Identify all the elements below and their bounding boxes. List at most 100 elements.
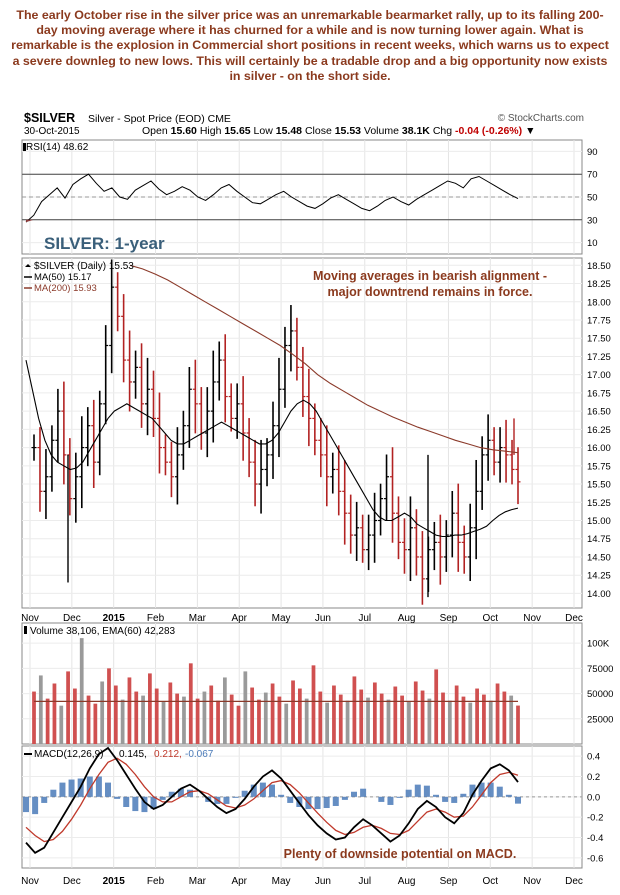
macd-tick-label: -0.4 bbox=[587, 833, 603, 844]
volume-bar bbox=[38, 675, 43, 744]
macd-histogram-bar bbox=[168, 791, 175, 797]
macd-xtick-label: Mar bbox=[189, 876, 207, 887]
volume-bar bbox=[359, 689, 364, 744]
price-legend-main: $SILVER (Daily) 15.53 bbox=[34, 261, 134, 272]
macd-histogram-bar bbox=[59, 782, 66, 797]
price-tick-label: 17.75 bbox=[587, 315, 611, 326]
macd-legend-name: MACD(12,26,9) bbox=[34, 749, 103, 760]
volume-bar bbox=[352, 676, 357, 744]
macd-histogram-bar bbox=[405, 789, 412, 797]
macd-xtick-label: May bbox=[272, 876, 291, 887]
price-xtick-label: Jul bbox=[358, 613, 371, 624]
caret-down-icon[interactable]: ▼ bbox=[525, 125, 536, 137]
macd-histogram-bar bbox=[259, 782, 266, 797]
macd-tick-label: -0.2 bbox=[587, 813, 603, 824]
volume-tick-label: 100K bbox=[587, 639, 610, 650]
macd-histogram-bar bbox=[150, 796, 157, 810]
chg-value: -0.04 (-0.26%) bbox=[455, 125, 523, 137]
volume-bar bbox=[413, 681, 418, 744]
chart-title: SILVER: 1-year bbox=[44, 234, 165, 253]
ma200-legend: MA(200) 15.93 bbox=[34, 283, 97, 294]
price-annotation-line1: Moving averages in bearish alignment - bbox=[313, 269, 547, 283]
panel-frame-price bbox=[21, 257, 583, 609]
volume-bar bbox=[86, 695, 91, 744]
macd-xtick-label: Nov bbox=[21, 876, 39, 887]
volume-bar bbox=[454, 685, 459, 744]
macd-xtick-label: Dec bbox=[565, 876, 583, 887]
rsi-tick-label: 70 bbox=[587, 170, 598, 181]
macd-legend-signal: 0.212, bbox=[154, 749, 182, 760]
price-annotation-line2: major downtrend remains in force. bbox=[328, 285, 533, 299]
price-xtick-label: Sep bbox=[440, 613, 458, 624]
macd-xtick-label: Aug bbox=[398, 876, 416, 887]
macd-histogram-bar bbox=[423, 785, 430, 797]
rsi-tick-label: 50 bbox=[587, 193, 598, 204]
volume-bar bbox=[216, 700, 220, 744]
price-xtick-label: 2015 bbox=[103, 613, 126, 624]
volume-bar bbox=[250, 687, 255, 744]
macd-tick-label: 0.0 bbox=[587, 792, 600, 803]
price-xtick-label: Apr bbox=[231, 613, 247, 624]
macd-histogram-bar bbox=[505, 794, 512, 797]
macd-histogram-bar bbox=[141, 796, 148, 813]
volume-bar bbox=[127, 677, 132, 744]
volume-bar bbox=[73, 688, 77, 744]
price-tick-label: 16.50 bbox=[587, 407, 611, 418]
volume-bar bbox=[229, 694, 234, 744]
copyright-text: © StockCharts.com bbox=[497, 113, 584, 124]
macd-histogram-bar bbox=[105, 782, 111, 797]
low-value: 15.48 bbox=[275, 125, 303, 137]
volume-bar bbox=[495, 683, 500, 744]
volume-bar bbox=[209, 685, 214, 744]
volume-bar bbox=[366, 697, 370, 744]
volume-bar bbox=[59, 705, 64, 744]
macd-xtick-label: Nov bbox=[523, 876, 541, 887]
chg-label: Chg bbox=[432, 125, 453, 137]
macd-line bbox=[25, 746, 519, 854]
price-tick-label: 18.50 bbox=[587, 261, 611, 272]
rsi-tick-label: 30 bbox=[587, 215, 598, 226]
macd-histogram-bar bbox=[341, 796, 348, 800]
volume-bar bbox=[482, 694, 486, 744]
volume-bar bbox=[120, 699, 125, 744]
ticker-symbol: $SILVER bbox=[24, 111, 76, 125]
macd-xtick-label: 2015 bbox=[103, 876, 126, 887]
macd-histogram-bar bbox=[323, 796, 330, 809]
volume-legend: Volume 38,106, EMA(60) 42,283 bbox=[30, 626, 176, 637]
macd-histogram-bar bbox=[496, 786, 503, 797]
price-tick-label: 17.50 bbox=[587, 334, 611, 345]
volume-value: 38.1K bbox=[401, 125, 430, 137]
rsi-legend: RSI(14) 48.62 bbox=[26, 142, 89, 153]
macd-histogram-bar bbox=[132, 796, 139, 812]
commentary-text: The early October rise in the silver pri… bbox=[11, 8, 609, 83]
volume-bar bbox=[447, 700, 452, 744]
volume-bar bbox=[236, 705, 241, 744]
macd-histogram-bar bbox=[177, 788, 184, 797]
price-legend-swatch bbox=[25, 264, 31, 267]
macd-signal-line bbox=[25, 757, 519, 843]
price-xtick-label: Nov bbox=[21, 613, 39, 624]
ohlc-readout: Open 15.60 High 15.65 Low 15.48 Close 15… bbox=[142, 125, 535, 137]
volume-bar bbox=[372, 682, 377, 744]
price-tick-label: 15.75 bbox=[587, 461, 611, 472]
macd-histogram-bar bbox=[269, 784, 275, 797]
volume-bar bbox=[148, 673, 152, 744]
close-label: Close bbox=[304, 125, 332, 137]
macd-histogram-bar bbox=[123, 796, 130, 807]
price-tick-label: 17.00 bbox=[587, 370, 611, 381]
volume-bar bbox=[420, 690, 425, 744]
macd-xtick-label: Jun bbox=[315, 876, 331, 887]
volume-bar bbox=[379, 693, 384, 744]
price-tick-label: 14.75 bbox=[587, 534, 611, 545]
rsi-tick-label: 90 bbox=[587, 147, 598, 158]
price-xtick-label: Oct bbox=[483, 613, 499, 624]
volume-bar bbox=[168, 682, 173, 744]
volume-label: Volume bbox=[363, 125, 399, 137]
volume-bar bbox=[222, 677, 227, 744]
price-xtick-label: Mar bbox=[189, 613, 207, 624]
volume-legend-swatch bbox=[24, 626, 27, 634]
price-tick-label: 15.25 bbox=[587, 498, 611, 509]
macd-histogram-bar bbox=[50, 789, 57, 797]
macd-histogram-bar bbox=[442, 796, 449, 802]
volume-bar bbox=[427, 698, 432, 744]
